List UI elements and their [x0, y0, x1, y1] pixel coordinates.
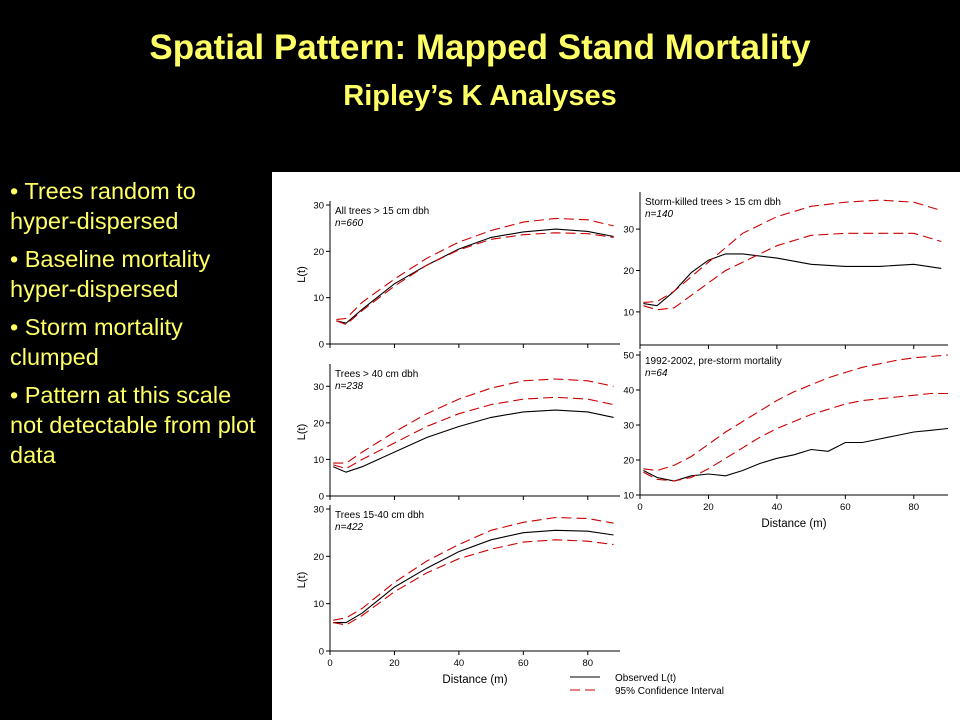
ci-upper-line: [333, 516, 614, 621]
y-tick-label: 30: [313, 201, 324, 212]
x-tick-label: 40: [772, 502, 783, 513]
observed-line: [333, 529, 614, 624]
bullet-item: • Baseline mortality hyper-dispersed: [10, 246, 211, 302]
bullet-item: • Pattern at this scale not detectable f…: [10, 382, 256, 468]
y-tick-label: 10: [313, 455, 324, 466]
y-tick-label: 20: [623, 456, 634, 467]
y-tick-label: 10: [623, 491, 634, 502]
y-tick-label: 10: [623, 307, 634, 318]
y-tick-label: 20: [623, 266, 634, 277]
ci-upper-line: [643, 199, 942, 303]
plot-sample-size: n=238: [335, 381, 364, 392]
plot-sample-size: n=660: [335, 218, 364, 229]
x-axis-label: Distance (m): [442, 674, 507, 686]
y-tick-label: 30: [313, 505, 324, 516]
y-tick-label: 0: [319, 647, 324, 658]
ci-lower-line: [333, 539, 614, 626]
x-tick-label: 80: [582, 658, 593, 669]
plot-title: Trees 15-40 cm dbh: [335, 510, 424, 521]
bullet-list: • Trees random to hyper-dispersed • Base…: [10, 176, 268, 478]
y-tick-label: 20: [313, 552, 324, 563]
plot-sample-size: n=64: [645, 368, 668, 379]
plot-sample-size: n=140: [645, 209, 674, 220]
x-tick-label: 60: [518, 658, 529, 669]
legend-ci-label: 95% Confidence Interval: [615, 686, 724, 697]
x-tick-label: 40: [454, 658, 465, 669]
observed-line: [336, 228, 614, 324]
plot-title: All trees > 15 cm dbh: [335, 206, 429, 217]
observed-line: [643, 427, 949, 482]
ci-lower-line: [643, 392, 948, 482]
plot-sample-size: n=422: [335, 522, 364, 533]
ci-lower-line: [336, 232, 614, 326]
observed-line: [332, 409, 614, 473]
plot-title: Storm-killed trees > 15 cm dbh: [645, 197, 781, 208]
ci-lower-line: [643, 232, 942, 311]
legend-observed-label: Observed L(t): [615, 673, 676, 684]
y-tick-label: 40: [623, 386, 634, 397]
y-tick-label: 30: [623, 421, 634, 432]
slide-subtitle: Ripley’s K Analyses: [343, 80, 617, 112]
slide-title: Spatial Pattern: Mapped Stand Mortality: [149, 28, 811, 67]
y-axis-label: L(t): [296, 572, 308, 589]
x-tick-label: 0: [327, 658, 332, 669]
ci-upper-line: [333, 378, 614, 464]
x-tick-label: 60: [840, 502, 851, 513]
y-tick-label: 0: [319, 492, 324, 503]
bullet-item: • Storm mortality clumped: [10, 314, 183, 370]
x-tick-label: 20: [389, 658, 400, 669]
y-tick-label: 20: [313, 247, 324, 258]
y-tick-label: 30: [623, 225, 634, 236]
y-tick-label: 20: [313, 418, 324, 429]
y-axis-label: L(t): [296, 266, 308, 283]
y-tick-label: 10: [313, 599, 324, 610]
ci-upper-line: [336, 217, 614, 320]
y-tick-label: 0: [319, 340, 324, 351]
y-axis-label: L(t): [296, 424, 308, 441]
x-tick-label: 0: [637, 502, 642, 513]
x-tick-label: 20: [703, 502, 714, 513]
x-tick-label: 80: [908, 502, 919, 513]
y-tick-label: 30: [313, 382, 324, 393]
x-axis-label: Distance (m): [761, 518, 826, 530]
ci-upper-line: [643, 354, 949, 472]
y-tick-label: 50: [623, 351, 634, 362]
bullet-item: • Trees random to hyper-dispersed: [10, 178, 196, 234]
y-tick-label: 10: [313, 293, 324, 304]
plot-title: 1992-2002, pre-storm mortality: [645, 356, 782, 367]
ripley-k-figure: 0 10 20 30 L(t) All trees > 15 cm dbh n=660 10 2…: [272, 172, 960, 720]
plot-title: Trees > 40 cm dbh: [335, 369, 418, 380]
ci-lower-line: [333, 396, 614, 470]
